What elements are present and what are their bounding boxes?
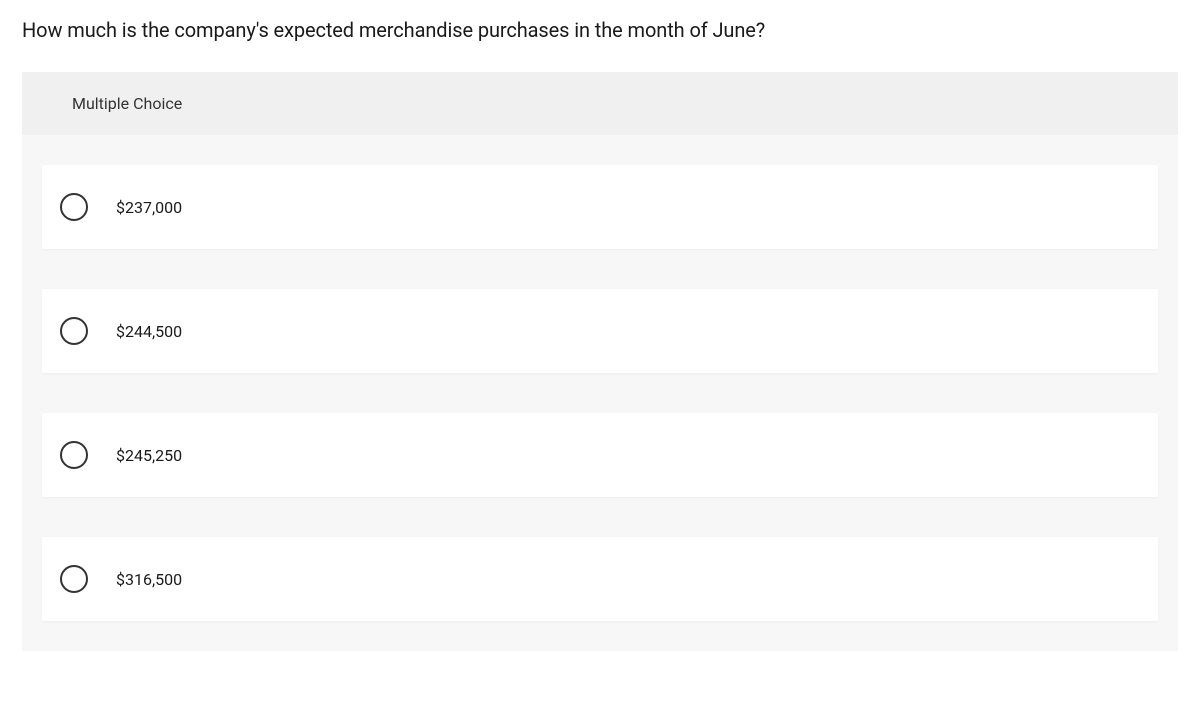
radio-icon[interactable] [60, 317, 88, 345]
options-area: $237,000 $244,500 $245,250 $316,500 [22, 135, 1178, 651]
radio-icon[interactable] [60, 441, 88, 469]
option-row-1[interactable]: $237,000 [42, 165, 1158, 249]
option-row-3[interactable]: $245,250 [42, 413, 1158, 497]
option-label: $244,500 [116, 322, 182, 341]
option-label: $237,000 [116, 198, 182, 217]
question-text: How much is the company's expected merch… [0, 0, 1200, 72]
option-label: $316,500 [116, 570, 182, 589]
option-row-2[interactable]: $244,500 [42, 289, 1158, 373]
multiple-choice-container: Multiple Choice $237,000 $244,500 $245,2… [22, 72, 1178, 651]
option-label: $245,250 [116, 446, 182, 465]
option-row-4[interactable]: $316,500 [42, 537, 1158, 621]
radio-icon[interactable] [60, 565, 88, 593]
radio-icon[interactable] [60, 193, 88, 221]
section-header: Multiple Choice [22, 72, 1178, 135]
